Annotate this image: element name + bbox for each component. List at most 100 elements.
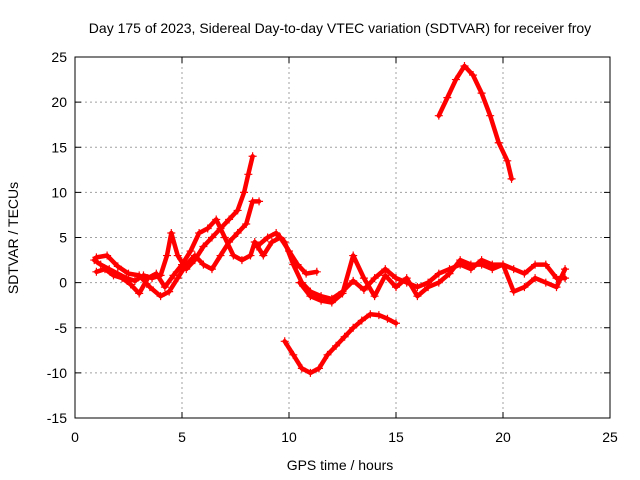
y-tick-label: -15	[47, 410, 67, 426]
data-point	[359, 285, 368, 294]
data-point	[212, 215, 221, 224]
y-tick-label: -5	[55, 320, 68, 336]
data-point	[92, 267, 101, 276]
data-point	[203, 224, 212, 233]
data-point	[392, 283, 400, 292]
y-tick-label: 25	[51, 49, 67, 65]
y-tick-label: 15	[51, 139, 67, 155]
data-point	[509, 287, 518, 296]
data-point	[237, 256, 246, 265]
data-point	[190, 251, 199, 260]
y-tick-label: 0	[59, 275, 67, 291]
y-tick-label: 10	[51, 184, 67, 200]
data-point	[392, 319, 400, 328]
data-point	[443, 93, 452, 102]
data-point	[477, 89, 486, 98]
data-point	[267, 238, 276, 247]
data-point	[124, 269, 133, 278]
data-point	[349, 251, 358, 260]
data-point	[451, 75, 460, 84]
data-point	[434, 278, 443, 287]
data-point	[233, 206, 242, 215]
data-point	[113, 262, 122, 271]
series-line	[436, 63, 514, 182]
x-tick-label: 15	[388, 429, 404, 445]
data-point	[186, 247, 195, 256]
series-layer	[90, 62, 570, 377]
data-point	[370, 274, 379, 283]
data-point	[486, 111, 495, 120]
data-point	[182, 260, 191, 269]
data-point	[434, 111, 443, 120]
data-point	[509, 265, 518, 274]
data-point	[359, 274, 368, 283]
data-point	[165, 287, 174, 296]
data-point	[499, 260, 507, 269]
data-point	[225, 238, 234, 247]
x-tick-label: 5	[178, 429, 186, 445]
data-point	[541, 278, 550, 287]
data-point	[317, 296, 326, 305]
data-point	[118, 274, 127, 283]
data-point	[259, 251, 268, 260]
data-point	[312, 267, 321, 276]
data-point	[445, 269, 454, 278]
data-point	[255, 197, 264, 206]
data-point	[357, 316, 366, 325]
data-point	[156, 292, 165, 301]
y-tick-label: 5	[59, 230, 67, 246]
data-point	[374, 311, 383, 320]
data-point	[143, 274, 152, 283]
data-point	[402, 274, 411, 283]
x-tick-label: 20	[495, 429, 511, 445]
data-point	[207, 265, 216, 274]
data-point	[434, 269, 443, 278]
data-point	[289, 350, 298, 359]
data-point	[314, 364, 323, 373]
data-point	[541, 260, 550, 269]
data-point	[130, 276, 139, 285]
data-point	[246, 251, 255, 260]
grid	[75, 57, 610, 418]
series-line	[297, 253, 568, 305]
data-point	[469, 71, 478, 80]
data-point	[280, 238, 289, 247]
data-point	[207, 233, 216, 242]
data-point	[248, 152, 257, 161]
data-point	[488, 265, 497, 274]
data-point	[135, 271, 144, 280]
data-point	[225, 215, 234, 224]
data-point	[370, 292, 379, 301]
data-point	[163, 251, 172, 260]
data-point	[169, 271, 178, 280]
series-segment-2	[92, 215, 321, 298]
data-point	[96, 260, 105, 269]
data-point	[160, 283, 169, 292]
data-point	[295, 278, 304, 287]
data-point	[92, 253, 101, 262]
data-point	[152, 269, 161, 278]
data-point	[167, 228, 176, 237]
series-segment-6	[280, 310, 400, 377]
data-point	[272, 228, 281, 237]
data-point	[100, 265, 109, 274]
y-tick-label: 20	[51, 94, 67, 110]
data-point	[195, 228, 204, 237]
y-tick-label: -10	[47, 365, 67, 381]
data-point	[244, 170, 253, 179]
series-segment-5	[295, 251, 570, 307]
data-point	[531, 274, 540, 283]
data-point	[460, 62, 469, 71]
data-point	[109, 271, 118, 280]
data-point	[173, 251, 182, 260]
x-tick-label: 0	[71, 429, 79, 445]
data-point	[306, 292, 315, 301]
series-segment-3	[92, 197, 264, 301]
data-point	[280, 337, 289, 346]
y-axis-label: SDTVAR / TECUs	[5, 182, 21, 294]
data-point	[199, 242, 208, 251]
data-point	[381, 271, 390, 280]
data-point	[145, 283, 154, 292]
chart-title: Day 175 of 2023, Sidereal Day-to-day VTE…	[89, 20, 591, 36]
